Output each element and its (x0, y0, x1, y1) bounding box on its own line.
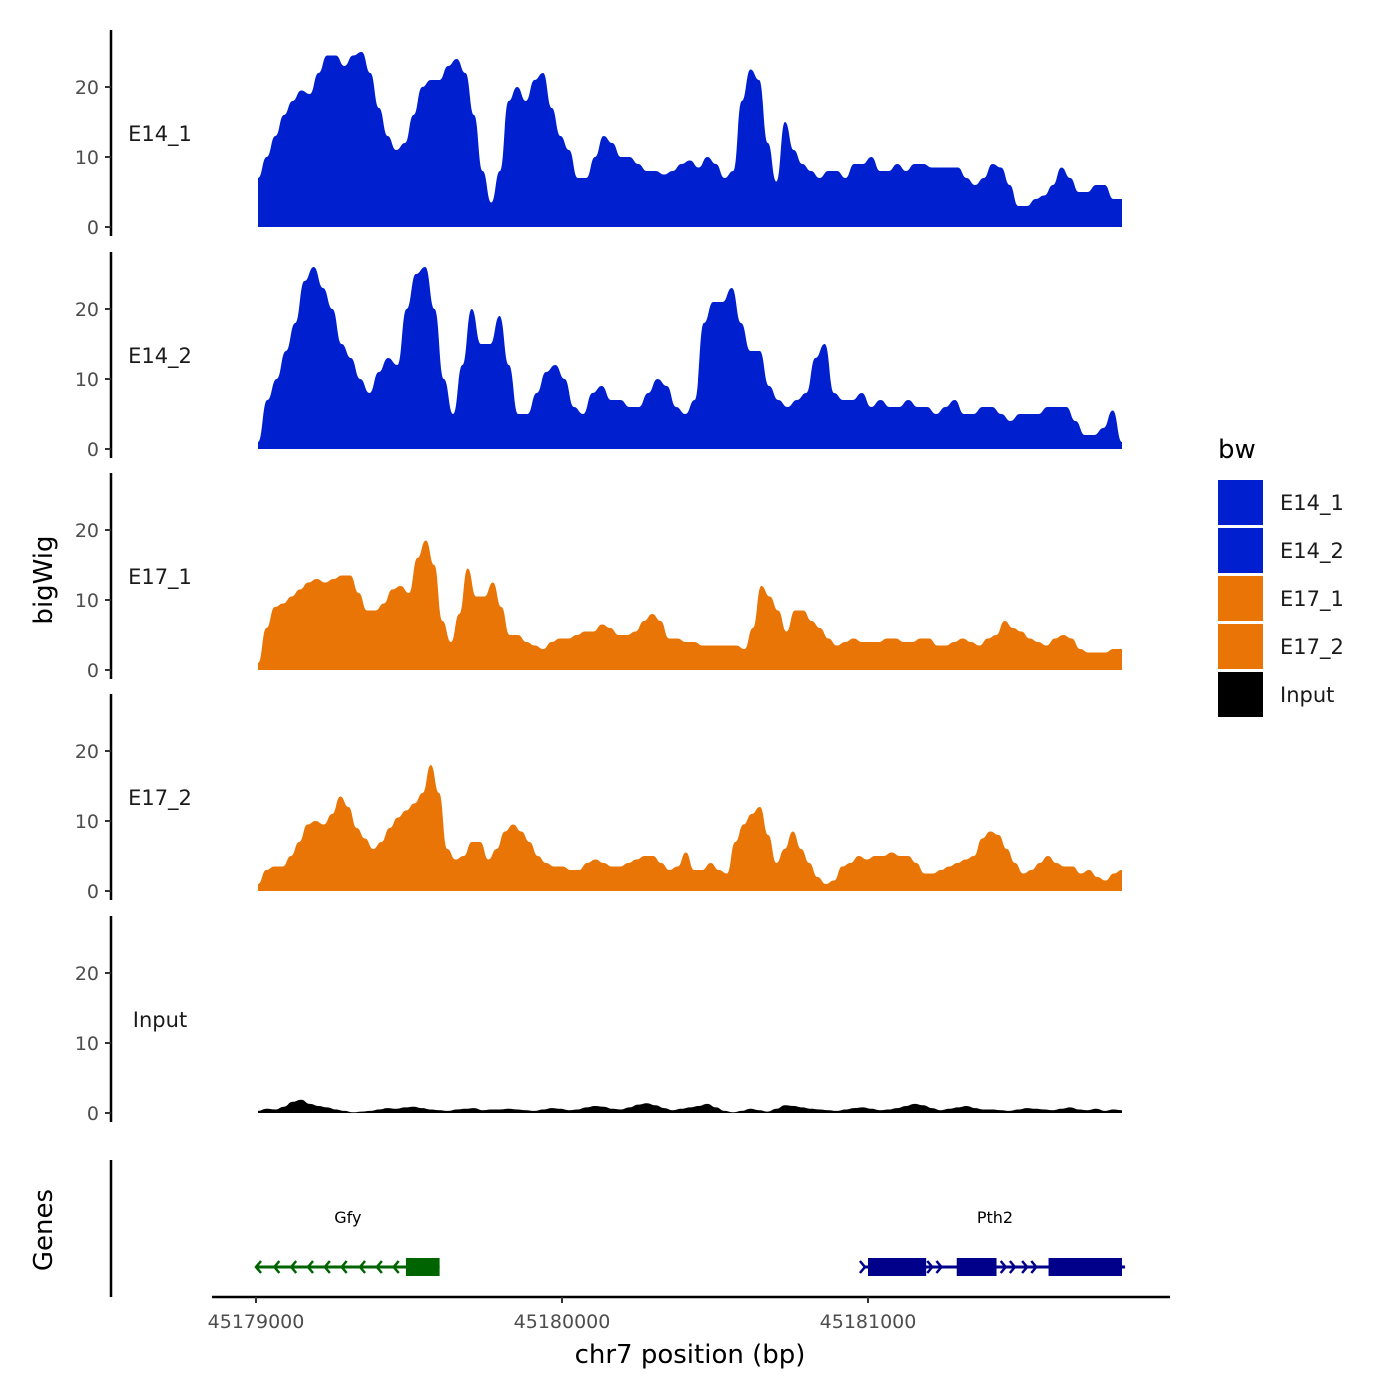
gene-Gfy: Gfy (254, 1208, 440, 1276)
legend-label: Input (1280, 683, 1334, 707)
track-E14_2: 0 10 20 E14_2 (75, 252, 1122, 461)
strand-arrow (1021, 1260, 1029, 1274)
y-tick-label: 0 (87, 660, 99, 682)
legend-swatch-E14_1 (1218, 480, 1263, 525)
x-tick-label: 45179000 (208, 1311, 305, 1333)
strand-arrow (306, 1260, 314, 1274)
legend-swatch-E17_1 (1218, 576, 1263, 621)
y-tick-label: 0 (87, 881, 99, 903)
y-tick-label: 10 (75, 147, 99, 169)
y-tick-label: 0 (87, 217, 99, 239)
track-E17_1: 0 10 20 E17_1 (75, 473, 1122, 682)
y-tick-label: 0 (87, 1103, 99, 1125)
strand-arrow (375, 1260, 383, 1274)
y-axis-title: bigWig (29, 535, 59, 624)
coverage-area-E17_2 (258, 765, 1122, 891)
track-E14_1: 0 10 20 E14_1 (75, 30, 1122, 239)
y-tick-label: 20 (75, 963, 99, 985)
track-label: E17_1 (128, 565, 192, 590)
legend-swatch-E14_2 (1218, 528, 1263, 573)
y-tick-label: 10 (75, 1033, 99, 1055)
strand-arrow (358, 1260, 367, 1274)
gene-Pth2: Pth2 (858, 1208, 1126, 1276)
x-tick-label: 45180000 (514, 1311, 611, 1333)
legend-swatch-Input (1218, 672, 1263, 717)
x-tick-label: 45181000 (820, 1311, 917, 1333)
strand-arrow (926, 1260, 934, 1274)
x-axis: 45179000 45180000 45181000 (208, 1295, 1170, 1333)
strand-arrow (999, 1260, 1008, 1274)
legend: bw E14_1 E14_2 E17_1 E17_2 Input (1218, 435, 1344, 717)
x-axis-title: chr7 position (bp) (575, 1340, 806, 1370)
legend-title: bw (1218, 435, 1256, 465)
strand-arrow (340, 1260, 348, 1274)
y-tick-label: 10 (75, 369, 99, 391)
strand-arrow (272, 1260, 281, 1274)
strand-arrow (1116, 1260, 1124, 1274)
track-Input: 0 10 20 Input (75, 916, 1122, 1125)
y-tick-label: 20 (75, 741, 99, 763)
strand-arrow (392, 1260, 400, 1274)
coverage-area-E17_1 (258, 540, 1122, 670)
genes-axis-title: Genes (29, 1189, 59, 1271)
legend-label: E17_1 (1280, 587, 1344, 612)
gene-exon (868, 1258, 927, 1276)
track-label: E17_2 (128, 786, 192, 811)
strand-arrow (289, 1260, 298, 1274)
gene-label: Gfy (334, 1208, 361, 1227)
strand-arrow (254, 1260, 262, 1274)
strand-arrow (1008, 1260, 1017, 1274)
track-label: E14_1 (128, 122, 192, 147)
gene-track: Gfy Pth2 (109, 1160, 1126, 1297)
legend-label: E14_2 (1280, 539, 1344, 564)
track-label: E14_2 (128, 344, 192, 369)
strand-arrow (935, 1260, 944, 1274)
coverage-area-Input (258, 1099, 1122, 1113)
y-tick-label: 0 (87, 439, 99, 461)
coverage-tracks: 0 10 20 E14_1 0 10 20 E14_2 0 10 20 E17_1 0 10 20 E17_2… (75, 30, 1122, 1125)
coverage-area-E14_2 (258, 267, 1122, 449)
y-tick-label: 20 (75, 77, 99, 99)
y-tick-label: 10 (75, 811, 99, 833)
gene-exon (956, 1258, 997, 1276)
strand-arrow (858, 1260, 867, 1274)
legend-label: E17_2 (1280, 635, 1344, 660)
strand-arrow (323, 1260, 331, 1274)
strand-arrow (1030, 1260, 1038, 1274)
coverage-area-E14_1 (258, 52, 1122, 227)
gene-label: Pth2 (977, 1208, 1013, 1227)
legend-swatch-E17_2 (1218, 624, 1263, 669)
gene-exon (1048, 1258, 1122, 1276)
gene-exon (405, 1258, 440, 1276)
y-tick-label: 20 (75, 299, 99, 321)
track-label: Input (133, 1008, 187, 1032)
track-E17_2: 0 10 20 E17_2 (75, 694, 1122, 903)
y-tick-label: 10 (75, 590, 99, 612)
legend-label: E14_1 (1280, 491, 1344, 516)
y-tick-label: 20 (75, 520, 99, 542)
